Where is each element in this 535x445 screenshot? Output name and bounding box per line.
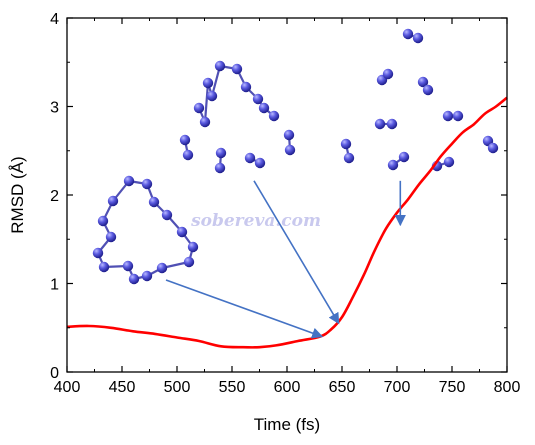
watermark-text: sobereva.com [190,211,321,231]
atom [443,156,455,168]
dimers-inset [340,28,499,172]
atom [244,152,256,164]
atom [252,93,264,105]
structure-insets [92,28,499,285]
y-axis-title: RMSD (Å) [8,156,27,233]
x-tick-label: 400 [54,379,81,396]
atom [97,215,109,227]
atom [179,134,191,146]
atom [452,110,464,122]
atom [187,241,199,253]
x-tick-label: 650 [329,379,356,396]
annotation-arrow [165,279,324,339]
atom [156,262,168,274]
x-tick-label: 750 [439,379,466,396]
rmsd-series-line [66,96,508,349]
atom [398,151,410,163]
atom [215,147,227,159]
annotation-arrow [253,180,340,325]
y-tick-label: 2 [50,188,59,205]
atom [122,260,134,272]
atom [176,226,188,238]
annotation-arrows [165,180,406,339]
atom [374,118,386,130]
atom [182,149,194,161]
atom [105,231,117,243]
atom [254,157,266,169]
atom [206,90,218,102]
atom [231,63,243,75]
atom [442,110,454,122]
atom [123,175,135,187]
atom [487,142,499,154]
watermark-layer: sobereva.com [190,211,321,231]
x-axis-title: Time (fs) [254,415,320,434]
x-tick-label: 600 [274,379,301,396]
atom [161,209,173,221]
atom [107,195,119,207]
atom [417,76,429,88]
y-tick-label: 1 [50,277,59,294]
atom [386,118,398,130]
atom [283,129,295,141]
atom [240,81,252,93]
y-tick-label: 0 [50,365,59,382]
x-tick-label: 500 [164,379,191,396]
atom [199,116,211,128]
atom [340,138,352,150]
atom [402,28,414,40]
atom [382,68,394,80]
atom [387,159,399,171]
atom [141,178,153,190]
atom [193,102,205,114]
atom [98,261,110,273]
atom [214,162,226,174]
atom [284,144,296,156]
atom [92,247,104,259]
atom [412,32,424,44]
x-tick-label: 800 [494,379,521,396]
y-tick-label: 3 [50,100,59,117]
x-axis: 400 450 500 550 600 650 700 750 800 [54,18,521,396]
y-axis: 0 1 2 3 4 [50,11,507,382]
ring-cluster-inset [92,175,199,285]
atom [183,256,195,268]
atom [148,196,160,208]
atom [268,110,280,122]
atom [128,273,140,285]
atom [141,270,153,282]
series-layer [66,96,508,349]
atom [343,152,355,164]
bond [203,82,210,123]
x-tick-label: 450 [109,379,136,396]
plot-frame [66,17,508,373]
atom [214,60,226,72]
x-tick-label: 700 [384,379,411,396]
y-tick-label: 4 [50,11,59,28]
atom [258,102,270,114]
atom [202,77,214,89]
fragmented-chain-inset [179,60,296,174]
x-tick-label: 550 [219,379,246,396]
atom [422,84,434,96]
